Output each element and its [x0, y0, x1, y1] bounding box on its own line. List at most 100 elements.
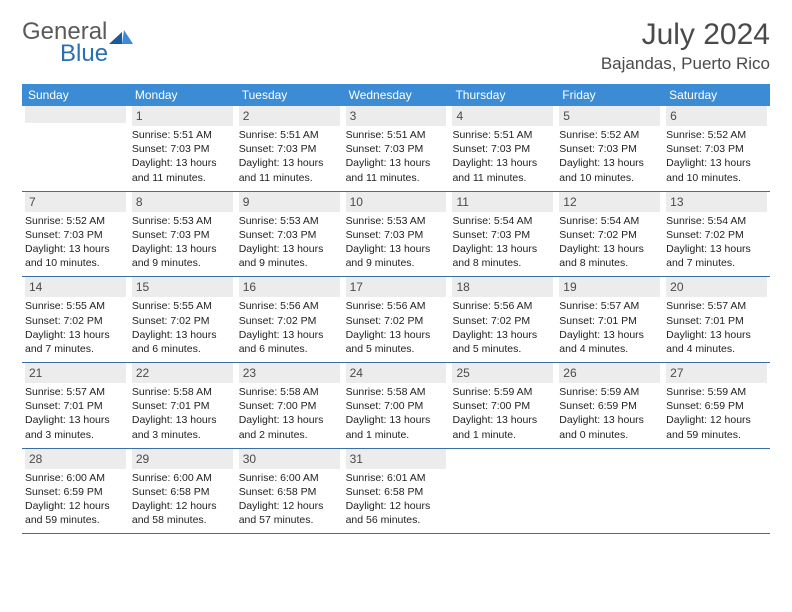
day-number: 18 [456, 280, 469, 294]
title-block: July 2024 Bajandas, Puerto Rico [601, 18, 770, 74]
day-number-bar: 8 [132, 192, 233, 212]
day-number-bar: 14 [25, 277, 126, 297]
weeks-container: 1 Sunrise: 5:51 AMSunset: 7:03 PMDaylight… [22, 106, 770, 534]
day-info: Sunrise: 5:56 AMSunset: 7:02 PMDaylight:… [239, 299, 340, 356]
day-info: Sunrise: 5:55 AMSunset: 7:02 PMDaylight:… [25, 299, 126, 356]
day-cell: 6Sunrise: 5:52 AMSunset: 7:03 PMDaylight… [663, 106, 770, 191]
day-info: Sunrise: 5:53 AMSunset: 7:03 PMDaylight:… [346, 214, 447, 271]
day-number-bar: 22 [132, 363, 233, 383]
day-cell: 5 Sunrise: 5:52 AMSunset: 7:03 PMDaylight… [556, 106, 663, 191]
day-cell: 14Sunrise: 5:55 AMSunset: 7:02 PMDayligh… [22, 277, 129, 362]
day-number: 15 [136, 280, 149, 294]
day-number: 5 [563, 109, 570, 123]
day-number: 22 [136, 366, 149, 380]
day-cell: 4Sunrise: 5:51 AMSunset: 7:03 PMDaylight… [449, 106, 556, 191]
day-info: Sunrise: 5:51 AMSunset: 7:03 PMDaylight:… [239, 128, 340, 185]
day-info: Sunrise: 5:54 AMSunset: 7:03 PMDaylight:… [452, 214, 553, 271]
day-number: 2 [243, 109, 250, 123]
day-number: 28 [29, 452, 42, 466]
logo: GeneralBlue [22, 18, 135, 68]
day-cell: 31Sunrise: 6:01 AMSunset: 6:58 PMDayligh… [343, 449, 450, 534]
day-number-bar: 26 [559, 363, 660, 383]
day-info: Sunrise: 5:56 AMSunset: 7:02 PMDaylight:… [346, 299, 447, 356]
day-header-tuesday: Tuesday [236, 84, 343, 106]
day-number-bar: 5 [559, 106, 660, 126]
day-cell: 23Sunrise: 5:58 AMSunset: 7:00 PMDayligh… [236, 363, 343, 448]
day-cell: 16Sunrise: 5:56 AMSunset: 7:02 PMDayligh… [236, 277, 343, 362]
day-cell: 28Sunrise: 6:00 AMSunset: 6:59 PMDayligh… [22, 449, 129, 534]
day-header-sunday: Sunday [22, 84, 129, 106]
day-number: 21 [29, 366, 42, 380]
day-number: 20 [670, 280, 683, 294]
day-cell: 2 Sunrise: 5:51 AMSunset: 7:03 PMDaylight… [236, 106, 343, 191]
day-number: 3 [350, 109, 357, 123]
day-number: 13 [670, 195, 683, 209]
day-number-bar: 31 [346, 449, 447, 469]
day-number: 1 [136, 109, 143, 123]
day-info: Sunrise: 5:57 AMSunset: 7:01 PMDaylight:… [559, 299, 660, 356]
day-number-bar: 17 [346, 277, 447, 297]
day-header-row: SundayMondayTuesdayWednesdayThursdayFrid… [22, 84, 770, 106]
calendar-grid: SundayMondayTuesdayWednesdayThursdayFrid… [22, 84, 770, 534]
day-number: 29 [136, 452, 149, 466]
day-info: Sunrise: 5:51 AMSunset: 7:03 PMDaylight:… [346, 128, 447, 185]
day-number: 4 [456, 109, 463, 123]
month-title: July 2024 [601, 18, 770, 52]
day-number-bar: 29 [132, 449, 233, 469]
day-cell: 25Sunrise: 5:59 AMSunset: 7:00 PMDayligh… [449, 363, 556, 448]
day-info: Sunrise: 5:55 AMSunset: 7:02 PMDaylight:… [132, 299, 233, 356]
day-number-bar: 21 [25, 363, 126, 383]
day-number: 30 [243, 452, 256, 466]
day-info: Sunrise: 5:53 AMSunset: 7:03 PMDaylight:… [132, 214, 233, 271]
day-header-monday: Monday [129, 84, 236, 106]
day-number: 10 [350, 195, 363, 209]
day-cell: 1 Sunrise: 5:51 AMSunset: 7:03 PMDaylight… [129, 106, 236, 191]
day-number: 19 [563, 280, 576, 294]
day-info: Sunrise: 5:51 AMSunset: 7:03 PMDaylight:… [132, 128, 233, 185]
day-info: Sunrise: 5:54 AMSunset: 7:02 PMDaylight:… [666, 214, 767, 271]
day-number: 12 [563, 195, 576, 209]
week-row: 7 Sunrise: 5:52 AMSunset: 7:03 PMDaylight… [22, 192, 770, 278]
day-info: Sunrise: 6:00 AMSunset: 6:58 PMDaylight:… [239, 471, 340, 528]
day-number-bar: 24 [346, 363, 447, 383]
day-number-bar: 23 [239, 363, 340, 383]
day-cell [663, 449, 770, 534]
day-number-bar: 15 [132, 277, 233, 297]
day-cell: 17 Sunrise: 5:56 AMSunset: 7:02 PMDayligh… [343, 277, 450, 362]
day-cell: 24 Sunrise: 5:58 AMSunset: 7:00 PMDayligh… [343, 363, 450, 448]
day-cell [556, 449, 663, 534]
day-number-bar: 25 [452, 363, 553, 383]
day-cell: 26 Sunrise: 5:59 AMSunset: 6:59 PMDayligh… [556, 363, 663, 448]
day-info: Sunrise: 5:54 AMSunset: 7:02 PMDaylight:… [559, 214, 660, 271]
day-info: Sunrise: 6:01 AMSunset: 6:58 PMDaylight:… [346, 471, 447, 528]
day-cell: 7 Sunrise: 5:52 AMSunset: 7:03 PMDaylight… [22, 192, 129, 277]
day-info: Sunrise: 5:52 AMSunset: 7:03 PMDaylight:… [559, 128, 660, 185]
day-info: Sunrise: 5:59 AMSunset: 6:59 PMDaylight:… [559, 385, 660, 442]
day-info: Sunrise: 5:57 AMSunset: 7:01 PMDaylight:… [666, 299, 767, 356]
day-number: 24 [350, 366, 363, 380]
day-header-saturday: Saturday [663, 84, 770, 106]
day-number-bar: 20 [666, 277, 767, 297]
page-header: GeneralBlue July 2024 Bajandas, Puerto R… [22, 18, 770, 74]
week-row: 28Sunrise: 6:00 AMSunset: 6:59 PMDayligh… [22, 449, 770, 535]
day-cell: 8Sunrise: 5:53 AMSunset: 7:03 PMDaylight… [129, 192, 236, 277]
day-number: 7 [29, 195, 36, 209]
day-number-bar: 7 [25, 192, 126, 212]
day-number: 26 [563, 366, 576, 380]
day-info: Sunrise: 6:00 AMSunset: 6:58 PMDaylight:… [132, 471, 233, 528]
day-number: 17 [350, 280, 363, 294]
day-info: Sunrise: 5:58 AMSunset: 7:00 PMDaylight:… [346, 385, 447, 442]
day-number: 23 [243, 366, 256, 380]
day-cell: 12 Sunrise: 5:54 AMSunset: 7:02 PMDayligh… [556, 192, 663, 277]
day-cell: 22 Sunrise: 5:58 AMSunset: 7:01 PMDayligh… [129, 363, 236, 448]
day-number-bar: 6 [666, 106, 767, 126]
day-info: Sunrise: 5:52 AMSunset: 7:03 PMDaylight:… [25, 214, 126, 271]
day-number-bar: 16 [239, 277, 340, 297]
day-number-bar: 4 [452, 106, 553, 126]
day-info: Sunrise: 5:58 AMSunset: 7:01 PMDaylight:… [132, 385, 233, 442]
day-number: 9 [243, 195, 250, 209]
day-info: Sunrise: 5:59 AMSunset: 7:00 PMDaylight:… [452, 385, 553, 442]
day-number-bar: 28 [25, 449, 126, 469]
day-number-bar: 27 [666, 363, 767, 383]
day-cell: 9Sunrise: 5:53 AMSunset: 7:03 PMDaylight… [236, 192, 343, 277]
